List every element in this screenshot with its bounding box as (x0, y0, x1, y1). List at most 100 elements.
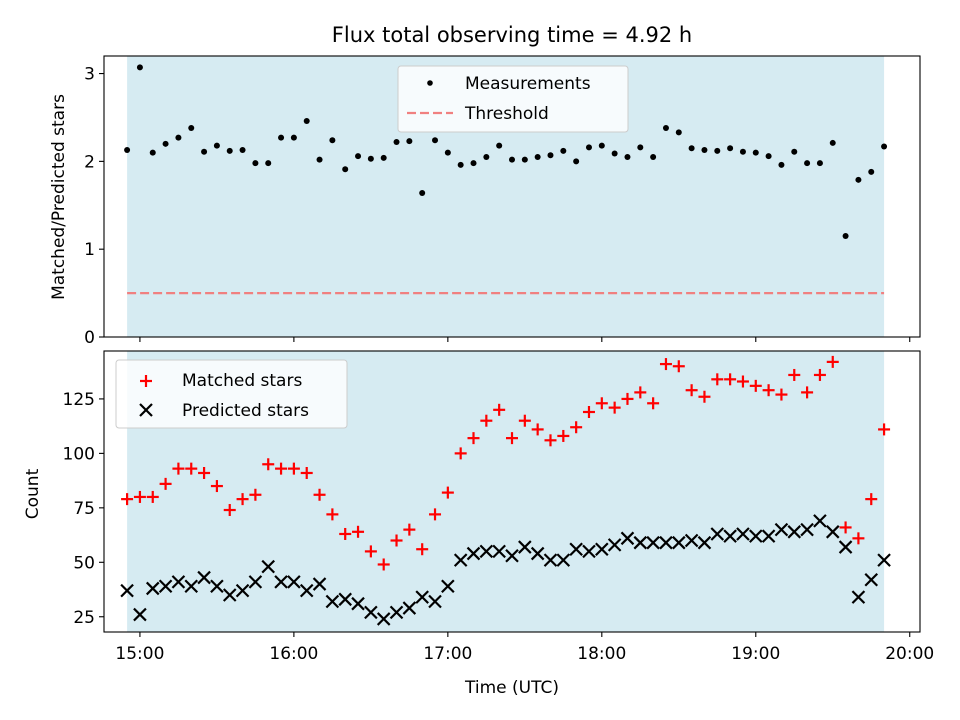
measurement-point (278, 134, 285, 141)
predicted-star-point (492, 544, 506, 559)
matched-star-point (210, 480, 223, 493)
measurement-point (201, 148, 208, 155)
predicted-star-point (633, 535, 648, 550)
predicted-star-point (274, 575, 288, 589)
y-tick-label: 1 (84, 240, 95, 260)
predicted-star-point (133, 607, 147, 622)
matched-star-point (672, 360, 685, 373)
matched-star-point (724, 373, 737, 386)
x-tick-label: 19:00 (731, 644, 780, 664)
matched-star-point (813, 368, 826, 381)
top-legend: Measurements Threshold (397, 65, 629, 133)
predicted-star-point (543, 553, 558, 567)
matched-star-point (634, 386, 647, 399)
matched-star-point (852, 532, 865, 545)
measurement-point (598, 142, 605, 149)
matched-star-point (441, 486, 454, 499)
matched-star-point (172, 462, 185, 475)
matched-star-point (775, 388, 788, 401)
predicted-star-point (338, 592, 352, 607)
measurement-point (406, 138, 413, 145)
y-tick-label: 50 (73, 553, 95, 573)
top-y-axis-ticks: 0 1 2 3 (84, 65, 104, 348)
matched-star-point (698, 390, 711, 403)
predicted-star-point (505, 548, 519, 563)
predicted-star-point (222, 588, 237, 602)
matched-star-point (339, 527, 352, 540)
top-x-axis-ticks (139, 337, 911, 342)
measurement-point (650, 153, 657, 160)
measurement-point (239, 146, 246, 153)
matched-star-point (557, 429, 570, 442)
legend-matched-label: Matched stars (182, 371, 302, 391)
predicted-star-point (261, 559, 276, 574)
predicted-star-point (582, 544, 596, 559)
matched-star-point (287, 462, 300, 475)
x-tick-label: 18:00 (577, 644, 626, 664)
predicted-star-point (145, 581, 160, 596)
measurement-point (547, 152, 554, 159)
matched-star-point (390, 534, 403, 547)
measurement-point (149, 149, 156, 156)
predicted-star-point (402, 601, 417, 615)
predicted-star-point (171, 575, 186, 589)
bottom-legend-box (115, 359, 348, 429)
matched-star-point (570, 421, 583, 434)
measurement-point (701, 146, 708, 153)
legend-measurements-label: Measurements (465, 74, 591, 94)
predicted-star-point (659, 535, 673, 550)
predicted-star-point (453, 553, 468, 567)
measurement-point (175, 134, 182, 141)
measurement-point (739, 148, 746, 155)
measurement-point (560, 147, 567, 154)
matched-star-point (146, 490, 159, 503)
predicted-star-point (813, 514, 827, 528)
predicted-star-point (428, 594, 442, 609)
predicted-star-point (646, 535, 660, 550)
x-tick-label: 20:00 (885, 644, 934, 664)
matched-star-point (595, 397, 608, 410)
matched-star-point (493, 403, 506, 416)
measurement-point (419, 189, 426, 196)
predicted-star-point (607, 538, 622, 552)
measurement-point (329, 137, 336, 144)
predicted-star-point (184, 579, 199, 594)
predicted-star-point (197, 570, 211, 585)
measurement-point (136, 64, 143, 71)
y-tick-label: 100 (63, 444, 95, 464)
predicted-star-point (774, 522, 789, 537)
predicted-star-point (851, 590, 866, 604)
predicted-star-point (120, 583, 134, 598)
measurement-point (675, 129, 682, 136)
measurement-point (727, 145, 734, 152)
measurement-point (226, 147, 233, 154)
measurement-point (444, 149, 451, 156)
measurement-point (534, 153, 541, 160)
predicted-star-point (723, 529, 737, 543)
predicted-star-point (672, 535, 686, 550)
predicted-star-point (556, 553, 571, 567)
matched-star-point (198, 466, 211, 479)
matched-star-point (839, 521, 852, 534)
predicted-star-point (697, 535, 712, 550)
predicted-star-point (684, 533, 699, 548)
matched-star-point (762, 384, 775, 397)
matched-star-point (313, 488, 326, 501)
measurement-point (124, 146, 131, 153)
matched-star-point (133, 490, 146, 503)
predicted-star-point (364, 605, 378, 620)
matched-star-point (801, 386, 814, 399)
predicted-star-point (479, 544, 494, 559)
measurement-point (367, 155, 374, 162)
predicted-star-point (864, 572, 879, 587)
predicted-star-point (825, 525, 840, 539)
measurement-point (791, 148, 798, 155)
matched-star-point (249, 488, 262, 501)
matched-star-point (544, 434, 557, 447)
measurement-point (162, 140, 169, 147)
predicted-star-point (877, 553, 891, 567)
matched-star-point (429, 508, 442, 521)
measurement-point (380, 154, 387, 161)
matched-star-point (788, 368, 801, 381)
matched-star-point (506, 432, 518, 445)
